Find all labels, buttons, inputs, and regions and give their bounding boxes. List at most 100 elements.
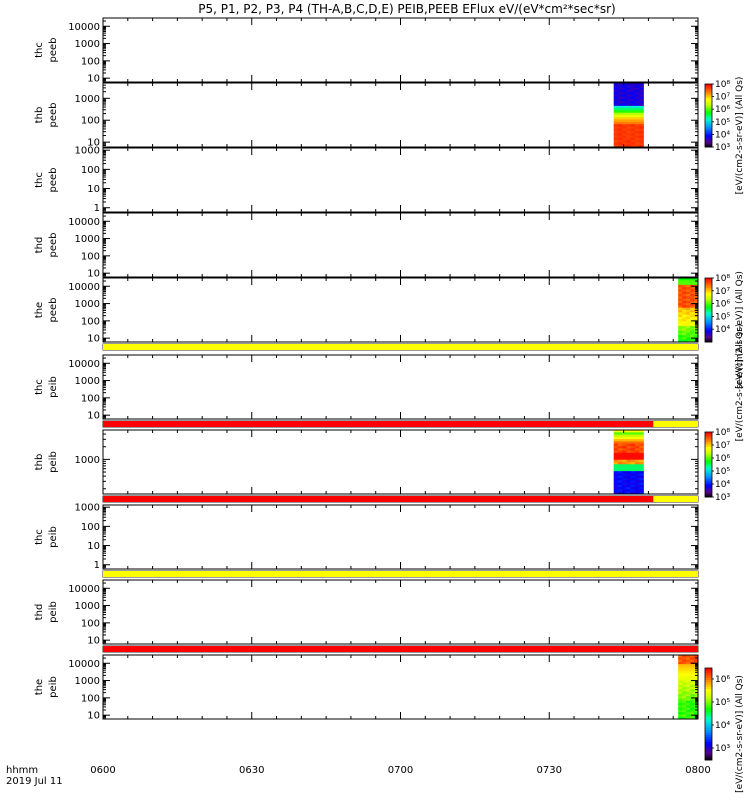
spectrogram-cell bbox=[626, 128, 632, 132]
colorbar-cell bbox=[705, 495, 712, 498]
spectrogram-cell bbox=[686, 328, 691, 331]
spectrogram-cell bbox=[694, 709, 699, 713]
spectrogram-cell bbox=[686, 300, 691, 304]
spectrogram-cell bbox=[613, 473, 619, 477]
spectrogram-cell bbox=[613, 452, 619, 456]
spectrogram-cell bbox=[678, 684, 683, 688]
status-strip bbox=[102, 645, 699, 653]
spectrogram-cell bbox=[617, 491, 623, 495]
y-tick-label: 100 bbox=[81, 165, 100, 176]
spectrogram-cell bbox=[622, 110, 627, 114]
spectrogram-cell bbox=[686, 307, 691, 311]
spectrogram-cell bbox=[626, 480, 632, 483]
spectrogram-cell bbox=[639, 121, 644, 125]
spectrogram-cell bbox=[686, 714, 691, 718]
spectrogram-cell bbox=[678, 703, 683, 706]
spectrogram-cell bbox=[694, 316, 699, 320]
spectrogram-cell bbox=[690, 300, 695, 304]
colorbar-tick-label: 10⁷ bbox=[715, 287, 730, 297]
spectrogram-cell bbox=[639, 491, 644, 495]
y-tick-label: 10000 bbox=[68, 22, 100, 33]
spectrogram-cell bbox=[626, 96, 632, 100]
colorbar-tick-label: 10⁵ bbox=[715, 118, 730, 128]
colorbar-cell bbox=[705, 107, 712, 110]
spectrogram-cell bbox=[613, 87, 619, 91]
colorbar-cell bbox=[705, 330, 712, 333]
colorbar-tick-label: 10⁷ bbox=[715, 93, 730, 103]
colorbar-cell bbox=[705, 739, 712, 742]
spectrogram-cell bbox=[639, 101, 644, 104]
status-segment bbox=[653, 421, 698, 427]
spectrogram-cell bbox=[682, 319, 687, 322]
spectrogram-cell bbox=[682, 716, 687, 720]
spectrogram-cell bbox=[694, 707, 699, 711]
y-tick-label: 10000 bbox=[68, 217, 100, 228]
spectrogram-cell bbox=[682, 677, 687, 681]
spectrogram-cell bbox=[686, 673, 691, 676]
spectrogram-cell bbox=[690, 332, 695, 336]
spectrogram-cell bbox=[694, 689, 699, 692]
spectrogram-cell bbox=[694, 305, 699, 309]
spectrogram-cell bbox=[622, 133, 627, 136]
spectrogram-cell bbox=[630, 96, 636, 100]
spectrogram-cell bbox=[622, 480, 627, 483]
colorbar-cell bbox=[705, 755, 712, 759]
spectrogram-cell bbox=[613, 144, 619, 148]
spectrogram-cell bbox=[639, 117, 644, 120]
spectrogram-cell bbox=[690, 339, 695, 343]
colorbar-tick-label: 10⁶ bbox=[715, 300, 730, 310]
spectrogram-cell bbox=[622, 121, 627, 125]
spectrogram-cell bbox=[634, 484, 640, 488]
spectrogram-cell bbox=[678, 284, 683, 288]
spectrogram-cell bbox=[630, 471, 636, 474]
spectrogram-cell bbox=[690, 657, 695, 660]
spectrogram-cell bbox=[694, 298, 699, 302]
spectrogram-cell bbox=[686, 319, 691, 322]
colorbar-cell bbox=[705, 340, 712, 343]
colorbar-cell bbox=[705, 85, 712, 88]
colorbar-cell bbox=[705, 337, 712, 340]
spectrogram-cell bbox=[690, 282, 695, 286]
spectrogram-cell bbox=[686, 289, 691, 293]
spectrogram-cell bbox=[622, 462, 627, 465]
spectrogram-cell bbox=[626, 491, 632, 495]
spectrogram-cell bbox=[626, 471, 632, 474]
spectrogram-cell bbox=[613, 137, 619, 141]
panel-probe-label: thc bbox=[34, 529, 45, 545]
spectrogram-cell bbox=[678, 698, 683, 702]
spectrogram-cell bbox=[630, 439, 636, 442]
spectrogram-cell bbox=[678, 687, 683, 690]
spectrogram-cell bbox=[694, 310, 699, 313]
spectrogram-cell bbox=[682, 705, 687, 708]
colorbar-cell bbox=[705, 302, 712, 304]
colorbar-cell bbox=[705, 716, 712, 719]
spectrogram-cell bbox=[617, 108, 623, 111]
spectrogram-cell bbox=[678, 300, 683, 304]
spectrogram-cell bbox=[690, 671, 695, 674]
colorbar-cell bbox=[705, 700, 712, 703]
spectrogram-cell bbox=[630, 457, 636, 461]
spectrogram-cell bbox=[634, 430, 640, 433]
spectrogram-cell bbox=[678, 339, 683, 343]
spectrogram-cell bbox=[626, 462, 632, 465]
spectrogram-cell bbox=[639, 459, 644, 463]
colorbar-cell bbox=[705, 681, 712, 685]
spectrogram-cell bbox=[678, 303, 683, 306]
colorbar-tick-label: 10³ bbox=[715, 143, 730, 153]
spectrogram-cell bbox=[613, 441, 619, 445]
y-tick-label: 1000 bbox=[75, 234, 100, 245]
spectrogram-cell bbox=[682, 300, 687, 304]
spectrogram-cell bbox=[639, 119, 644, 123]
spectrogram-cell bbox=[678, 289, 683, 293]
colorbar-cell bbox=[705, 123, 712, 126]
spectrogram-cell bbox=[686, 661, 691, 665]
spectrogram-cell bbox=[622, 94, 627, 98]
colorbar-tick-label: 10⁷ bbox=[715, 441, 730, 451]
y-tick-label: 1000 bbox=[75, 39, 100, 50]
panel-5: 10000 1000 100 10 the peeb bbox=[34, 277, 699, 351]
colorbar-cell bbox=[705, 135, 712, 138]
spectrogram-cell bbox=[690, 666, 695, 670]
spectrogram-cell bbox=[682, 664, 687, 667]
spectrogram-cell bbox=[682, 339, 687, 343]
spectrogram-cell bbox=[622, 471, 627, 474]
